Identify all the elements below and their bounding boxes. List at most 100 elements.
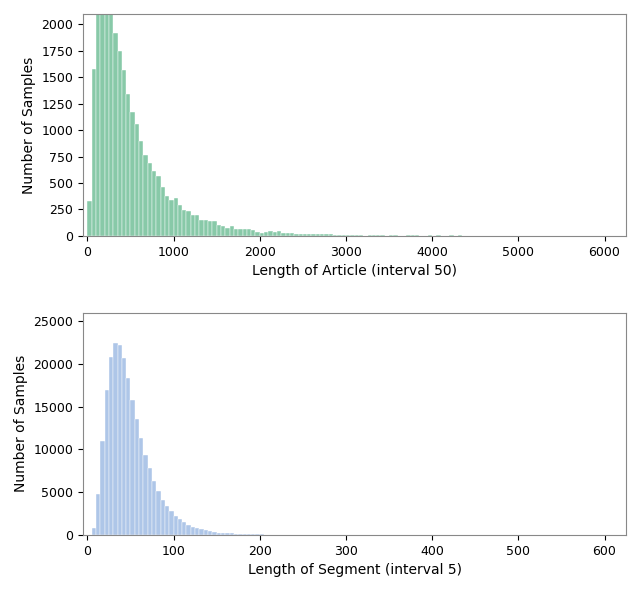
Bar (169, 200, 173, 236)
Bar (204, 530, 208, 535)
Bar (225, 228, 230, 236)
Bar (182, 210, 186, 236)
Bar (316, 234, 320, 236)
Bar (320, 235, 324, 236)
Bar (355, 235, 359, 236)
Bar (92, 528, 96, 535)
Bar (191, 527, 195, 535)
Bar (324, 234, 329, 236)
Bar (225, 533, 230, 535)
Bar (230, 226, 234, 236)
Y-axis label: Number of Samples: Number of Samples (22, 56, 36, 193)
Bar (394, 235, 397, 236)
Bar (143, 155, 148, 236)
Bar (221, 226, 225, 236)
Bar (118, 51, 122, 236)
Bar (139, 437, 143, 535)
Bar (122, 358, 126, 535)
Bar (126, 378, 131, 535)
Bar (238, 229, 243, 236)
Bar (230, 533, 234, 535)
Bar (152, 171, 156, 236)
Bar (200, 220, 204, 236)
Bar (200, 529, 204, 535)
Bar (217, 532, 221, 535)
Bar (96, 0, 100, 236)
Bar (260, 233, 264, 236)
Bar (104, 390, 109, 535)
Bar (277, 232, 282, 236)
Bar (273, 232, 277, 236)
Bar (156, 176, 161, 236)
Bar (389, 235, 394, 236)
Bar (298, 235, 303, 236)
Bar (337, 235, 342, 236)
Bar (428, 235, 432, 236)
Bar (178, 205, 182, 236)
Bar (247, 229, 251, 236)
Bar (131, 112, 135, 236)
Bar (143, 454, 148, 535)
Bar (290, 233, 294, 236)
Bar (372, 235, 376, 236)
Bar (173, 198, 178, 236)
Bar (204, 220, 208, 236)
Bar (100, 441, 104, 535)
Bar (212, 220, 217, 236)
Bar (87, 201, 92, 236)
Bar (333, 235, 337, 236)
Bar (182, 522, 186, 535)
Bar (415, 235, 419, 236)
Bar (342, 235, 346, 236)
Bar (118, 345, 122, 535)
Bar (285, 233, 290, 236)
Bar (294, 233, 298, 236)
Bar (255, 232, 260, 236)
Bar (359, 235, 363, 236)
Bar (96, 494, 100, 535)
Bar (109, 357, 113, 535)
Y-axis label: Number of Samples: Number of Samples (14, 355, 28, 492)
Bar (156, 491, 161, 535)
Bar (148, 468, 152, 535)
Bar (243, 534, 247, 535)
Bar (303, 233, 307, 236)
Bar (329, 234, 333, 236)
Bar (126, 94, 131, 236)
Bar (152, 481, 156, 535)
Bar (104, 0, 109, 236)
Bar (346, 235, 350, 236)
Bar (380, 235, 385, 236)
Bar (350, 235, 355, 236)
Bar (122, 70, 126, 236)
Bar (367, 235, 372, 236)
Bar (436, 235, 441, 236)
Bar (113, 343, 118, 535)
Bar (173, 516, 178, 535)
Bar (131, 401, 135, 535)
Bar (217, 225, 221, 236)
Bar (100, 0, 104, 236)
Bar (307, 233, 312, 236)
Bar (251, 230, 255, 236)
Bar (238, 534, 243, 535)
Bar (243, 229, 247, 236)
Bar (234, 534, 238, 535)
Bar (411, 235, 415, 236)
Bar (268, 232, 273, 236)
Bar (208, 531, 212, 535)
Bar (139, 141, 143, 236)
Bar (195, 215, 200, 236)
X-axis label: Length of Article (interval 50): Length of Article (interval 50) (252, 264, 457, 278)
Bar (234, 229, 238, 236)
Bar (191, 215, 195, 236)
X-axis label: Length of Segment (interval 5): Length of Segment (interval 5) (248, 563, 461, 577)
Bar (135, 419, 139, 535)
Bar (178, 519, 182, 535)
Bar (161, 500, 165, 535)
Bar (221, 532, 225, 535)
Bar (165, 506, 169, 535)
Bar (169, 511, 173, 535)
Bar (135, 124, 139, 236)
Bar (247, 534, 251, 535)
